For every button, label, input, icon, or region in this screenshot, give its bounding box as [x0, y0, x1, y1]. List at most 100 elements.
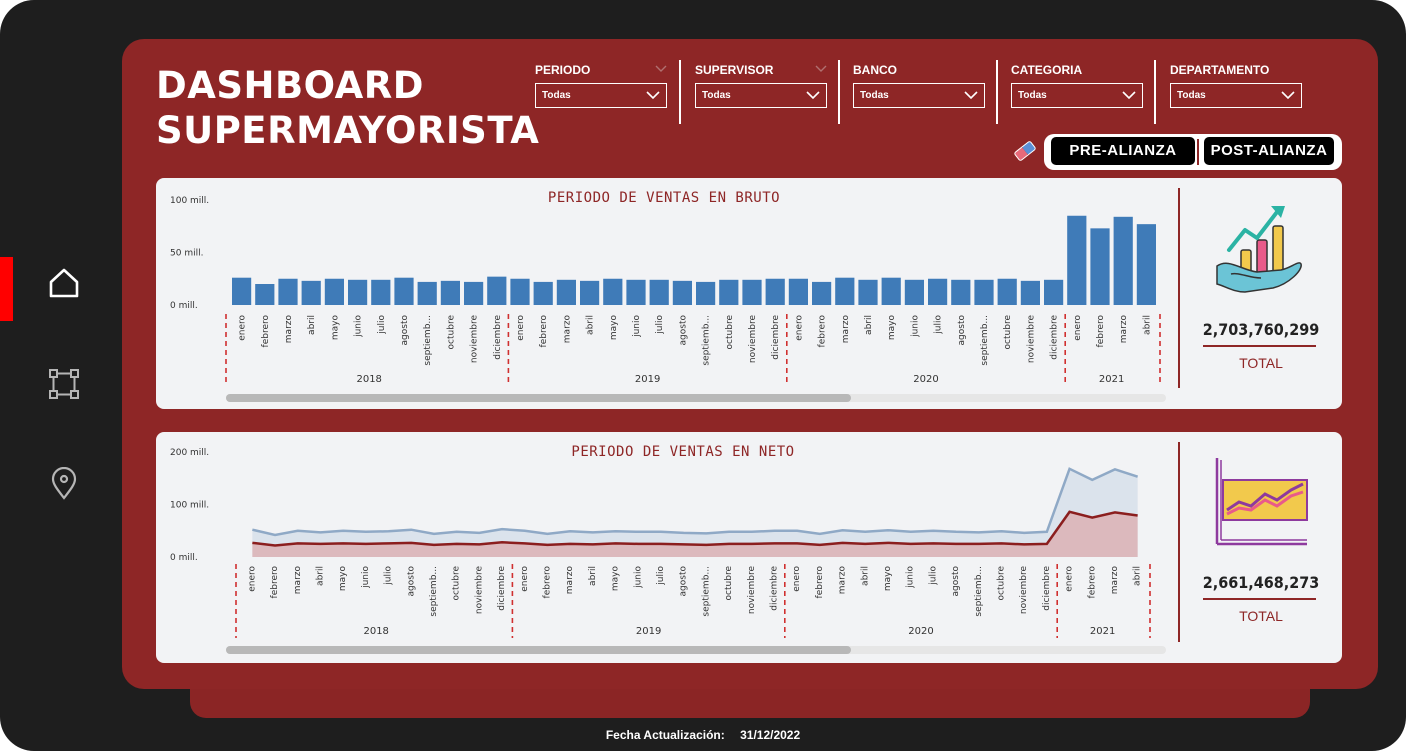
x-tick-label: enero — [247, 566, 257, 592]
x-tick-label: marzo — [841, 315, 851, 344]
dropdown-value: Todas — [702, 90, 731, 101]
bar — [1136, 224, 1156, 305]
x-tick-label: agosto — [406, 566, 416, 597]
x-tick-label: diciembre — [1050, 315, 1060, 360]
bar — [1090, 228, 1110, 305]
gross-sales-panel: 100 mill. 50 mill. 0 mill. enero febrero marz… — [156, 178, 1342, 409]
panel-separator — [1178, 442, 1180, 642]
dropdown-value: Todas — [542, 90, 571, 101]
panel-separator — [1178, 188, 1180, 388]
x-tick-label: junio — [632, 315, 642, 338]
filter-label: PERIODO — [535, 63, 591, 77]
x-tick-label: junio — [910, 315, 920, 338]
x-tick-label: julio — [655, 315, 665, 335]
bar — [510, 278, 530, 305]
x-tick-label: diciembre — [1042, 566, 1052, 611]
banco-dropdown[interactable]: Todas — [853, 83, 985, 108]
scrollbar-thumb[interactable] — [226, 394, 851, 402]
supervisor-dropdown[interactable]: Todas — [695, 83, 827, 108]
filter-banco: BANCO Todas — [853, 63, 985, 108]
year-label: 2021 — [1090, 626, 1115, 637]
periodo-dropdown[interactable]: Todas — [535, 83, 667, 108]
x-tick-label: abril — [1142, 315, 1152, 335]
line-series-net — [252, 510, 1138, 547]
bar — [417, 281, 437, 305]
x-tick-label: marzo — [562, 315, 572, 344]
toggle-separator — [1197, 139, 1199, 165]
x-tick-label: febrero — [818, 315, 828, 348]
x-tick-label: enero — [1065, 566, 1075, 592]
bar — [487, 276, 507, 305]
x-tick-label: septiemb... — [423, 315, 433, 366]
flow-icon — [49, 369, 79, 399]
bar — [696, 281, 716, 305]
dropdown-value: Todas — [1177, 90, 1206, 101]
x-tick-label: abril — [315, 566, 325, 586]
filter-label: BANCO — [853, 63, 897, 77]
update-date-label: Fecha Actualización: — [605, 728, 725, 742]
x-tick-label: septiemb... — [974, 566, 984, 617]
title-line-1: DASHBOARD — [156, 64, 424, 107]
x-tick-label: mayo — [611, 566, 621, 592]
nav-location[interactable] — [40, 460, 88, 508]
x-tick-label: abril — [307, 315, 317, 335]
alianza-toggle: PRE-ALIANZA POST-ALIANZA — [1044, 134, 1342, 170]
x-tick-label: abril — [1133, 566, 1143, 586]
bar — [278, 278, 298, 305]
x-tick-label: marzo — [1110, 566, 1120, 595]
x-tick-label: julio — [377, 315, 387, 335]
x-tick-label: octubre — [452, 566, 462, 601]
chart-title: PERIODO DE VENTAS EN NETO — [571, 444, 795, 460]
filter-divider — [679, 60, 681, 124]
net-sales-panel: 200 mill. 100 mill. 0 mill. enero febrero mar… — [156, 432, 1342, 663]
scrollbar-thumb[interactable] — [226, 646, 851, 654]
filter-divider — [838, 60, 840, 124]
x-tick-label: enero — [792, 566, 802, 592]
sidebar — [0, 0, 122, 751]
update-date-value: 31/12/2022 — [740, 728, 801, 742]
x-tick-label: noviembre — [1019, 566, 1029, 615]
departamento-dropdown[interactable]: Todas — [1170, 83, 1302, 108]
x-tick-label: mayo — [338, 566, 348, 592]
post-alianza-button[interactable]: POST-ALIANZA — [1204, 137, 1334, 165]
x-tick-label: agosto — [679, 566, 689, 597]
year-label: 2020 — [908, 626, 933, 637]
x-tick-label: septiemb... — [429, 566, 439, 617]
nav-flow[interactable] — [40, 360, 88, 408]
home-icon — [49, 268, 79, 298]
net-total-label: TOTAL — [1239, 608, 1283, 624]
bar — [672, 280, 692, 305]
bar — [1020, 280, 1040, 305]
gross-total-value: 2,703,760,299 — [1202, 320, 1320, 339]
y-tick-label: 50 mill. — [170, 249, 203, 259]
categoria-dropdown[interactable]: Todas — [1011, 83, 1143, 108]
filter-label: SUPERVISOR — [695, 63, 774, 77]
chevron-down-icon — [1122, 91, 1136, 100]
x-tick-label: agosto — [678, 315, 688, 346]
x-tick-label: febrero — [815, 566, 825, 599]
x-tick-label: febrero — [270, 566, 280, 599]
y-tick-label: 0 mill. — [170, 301, 198, 311]
kpi-underline — [1203, 345, 1316, 347]
line-chart-icon — [1215, 458, 1308, 546]
x-tick-label: abril — [860, 566, 870, 586]
x-tick-label: octubre — [996, 566, 1006, 601]
x-tick-label: noviembre — [747, 566, 757, 615]
x-tick-label: enero — [238, 315, 248, 341]
bar — [255, 284, 275, 305]
x-tick-label: enero — [1073, 315, 1083, 341]
year-label: 2018 — [363, 626, 388, 637]
x-tick-label: junio — [354, 315, 364, 338]
chart-scrollbar[interactable] — [226, 394, 1166, 402]
year-label: 2019 — [635, 374, 660, 385]
bar — [580, 280, 600, 305]
bar — [464, 281, 484, 305]
nav-home[interactable] — [40, 259, 88, 307]
dropdown-value: Todas — [860, 90, 889, 101]
chart-scrollbar[interactable] — [226, 646, 1166, 654]
chevron-down-icon — [815, 65, 827, 72]
x-tick-label: enero — [516, 315, 526, 341]
area-series-net — [252, 511, 1138, 557]
eraser-icon[interactable] — [1012, 139, 1038, 163]
pre-alianza-button[interactable]: PRE-ALIANZA — [1051, 137, 1195, 165]
